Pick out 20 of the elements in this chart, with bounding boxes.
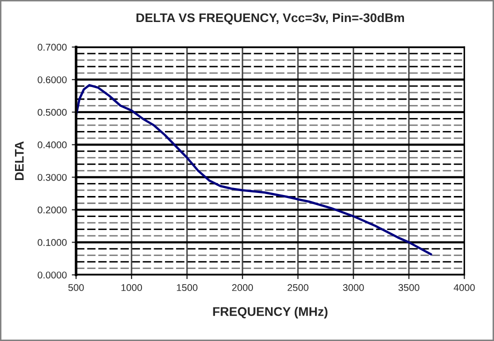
x-axis-title: FREQUENCY (MHz)	[213, 306, 328, 318]
x-tick-label: 500	[68, 284, 84, 292]
x-tick-label: 2500	[288, 284, 308, 292]
y-tick-label: 0.7000	[38, 44, 67, 51]
y-axis-title: DELTA	[15, 141, 24, 180]
y-tick-label: 0.4000	[38, 141, 67, 148]
x-tick-label: 3000	[342, 284, 364, 292]
chart-title: DELTA VS FREQUENCY, Vcc=3v, Pin=-30dBm	[136, 13, 404, 25]
y-tick-label: 0.3000	[38, 174, 67, 181]
y-tick-label: 0.5000	[38, 108, 67, 116]
x-tick-label: 3500	[398, 284, 420, 292]
y-tick-label: 0.6000	[38, 76, 67, 84]
x-tick-label: 1000	[121, 284, 142, 292]
x-tick-label: 2000	[232, 284, 253, 292]
line-series	[76, 84, 432, 256]
y-tick-label: 0.0000	[38, 272, 67, 278]
x-tick-label: 4000	[454, 284, 475, 292]
x-tick-label: 1500	[176, 284, 198, 292]
y-tick-label: 0.1000	[38, 239, 67, 246]
y-tick-label: 0.2000	[38, 206, 67, 214]
